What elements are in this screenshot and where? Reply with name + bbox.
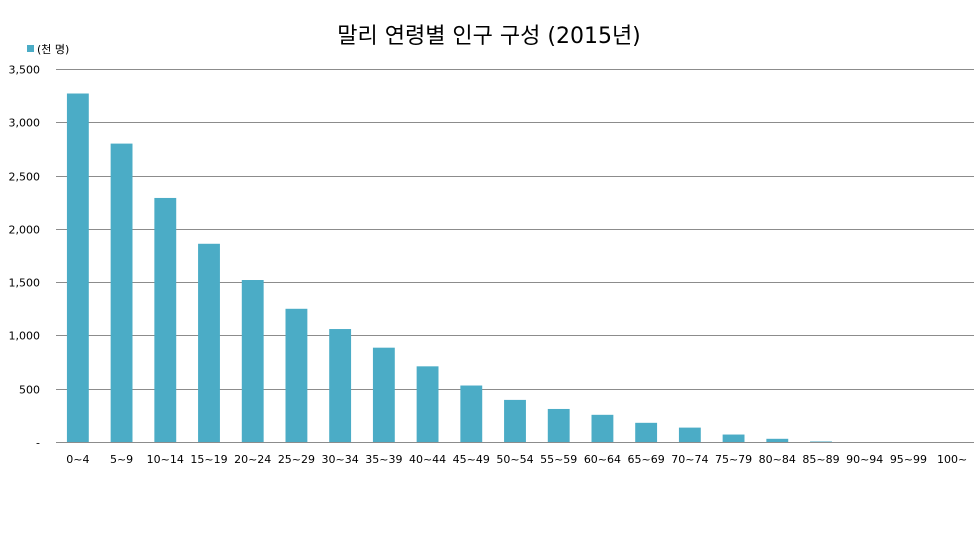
- y-tick-label: 1,000: [9, 330, 41, 343]
- x-tick-label: 85~89: [802, 453, 839, 466]
- x-tick-label: 10~14: [147, 453, 184, 466]
- legend-label: (천 명): [37, 42, 69, 56]
- bar: [285, 308, 308, 442]
- bar: [504, 399, 526, 442]
- x-tick-label: 45~49: [453, 453, 490, 466]
- y-tick-label: 3,000: [9, 117, 41, 130]
- bar: [722, 434, 745, 442]
- bar: [766, 438, 789, 442]
- x-tick-label: 35~39: [365, 453, 402, 466]
- x-tick-label: 5~9: [110, 453, 133, 466]
- y-tick-label: 2,500: [9, 171, 41, 184]
- bar: [591, 414, 614, 442]
- y-tick-label: 2,000: [9, 224, 41, 237]
- bar: [635, 422, 658, 442]
- x-tick-label: 90~94: [846, 453, 883, 466]
- y-axis-ticks: - 500 1,000 1,500 2,000 2,500 3,000 3,500: [9, 64, 41, 450]
- x-tick-label: 55~59: [540, 453, 577, 466]
- y-tick-label: -: [36, 437, 40, 450]
- bar: [110, 143, 133, 442]
- y-tick-label: 3,500: [9, 64, 41, 77]
- x-tick-label: 70~74: [671, 453, 708, 466]
- x-tick-label: 75~79: [715, 453, 752, 466]
- bar: [154, 197, 177, 442]
- chart-title: 말리 연령별 인구 구성 (2015년): [337, 24, 641, 49]
- legend-swatch: [27, 45, 34, 52]
- bar: [198, 243, 220, 442]
- x-tick-label: 95~99: [890, 453, 927, 466]
- x-tick-label: 15~19: [190, 453, 227, 466]
- x-tick-label: 80~84: [759, 453, 796, 466]
- bar: [547, 408, 570, 442]
- x-tick-label: 20~24: [234, 453, 271, 466]
- x-tick-label: 65~69: [628, 453, 665, 466]
- x-axis-ticks: 0~4 5~9 10~14 15~19 20~24 25~29 30~34 35~39 40~4…: [66, 453, 967, 466]
- y-tick-label: 1,500: [9, 277, 41, 290]
- x-tick-label: 40~44: [409, 453, 446, 466]
- x-tick-label: 30~34: [322, 453, 359, 466]
- gridlines: [56, 69, 974, 443]
- bar: [372, 347, 395, 442]
- bar: [810, 441, 832, 442]
- bar: [678, 427, 701, 442]
- bar: [329, 329, 352, 442]
- x-tick-label: 50~54: [496, 453, 533, 466]
- x-tick-label: 0~4: [66, 453, 89, 466]
- x-tick-label: 100~: [937, 453, 967, 466]
- bar: [241, 280, 264, 442]
- bar: [460, 385, 483, 442]
- y-tick-label: 500: [19, 384, 40, 397]
- x-tick-label: 25~29: [278, 453, 315, 466]
- bars: [66, 93, 832, 442]
- bar: [66, 93, 89, 442]
- bar: [416, 366, 439, 442]
- x-tick-label: 60~64: [584, 453, 621, 466]
